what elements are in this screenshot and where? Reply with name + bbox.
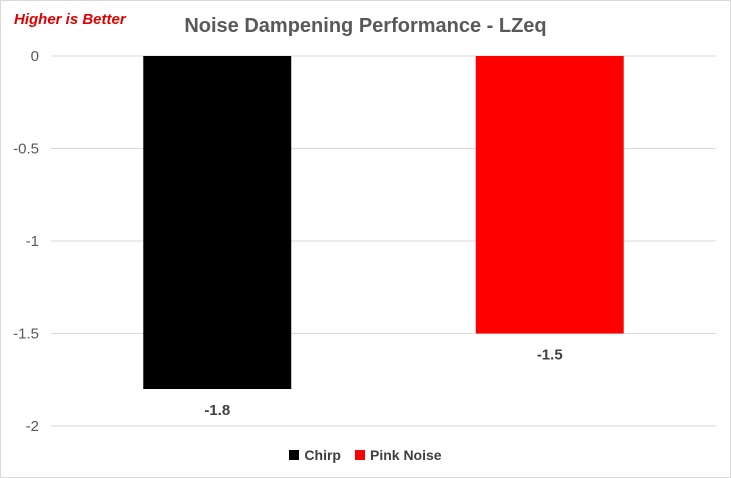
data-label: -1.8	[204, 402, 230, 419]
bar-pink-noise	[475, 56, 624, 334]
y-tick-label: -2	[26, 418, 39, 435]
bars	[143, 56, 624, 389]
chart-title: Noise Dampening Performance - LZeq	[184, 15, 547, 37]
bar-chirp	[143, 56, 292, 389]
data-labels: -1.8 -1.5	[204, 347, 562, 420]
legend-swatch	[289, 450, 300, 460]
y-tick-label: -0.5	[13, 141, 39, 158]
chart-annotation: Higher is Better	[14, 11, 126, 28]
legend: Chirp Pink Noise	[1, 447, 730, 463]
legend-item: Pink Noise	[354, 447, 442, 463]
legend-swatch	[354, 450, 365, 460]
y-axis-ticks: 0 -0.5 -1 -1.5 -2	[13, 48, 39, 435]
y-tick-label: -1.5	[13, 326, 39, 343]
legend-label: Pink Noise	[369, 447, 442, 463]
y-tick-label: -1	[26, 233, 39, 250]
y-tick-label: 0	[31, 48, 39, 65]
data-label: -1.5	[537, 347, 563, 364]
legend-item: Chirp	[289, 447, 341, 463]
legend-label: Chirp	[304, 447, 341, 463]
